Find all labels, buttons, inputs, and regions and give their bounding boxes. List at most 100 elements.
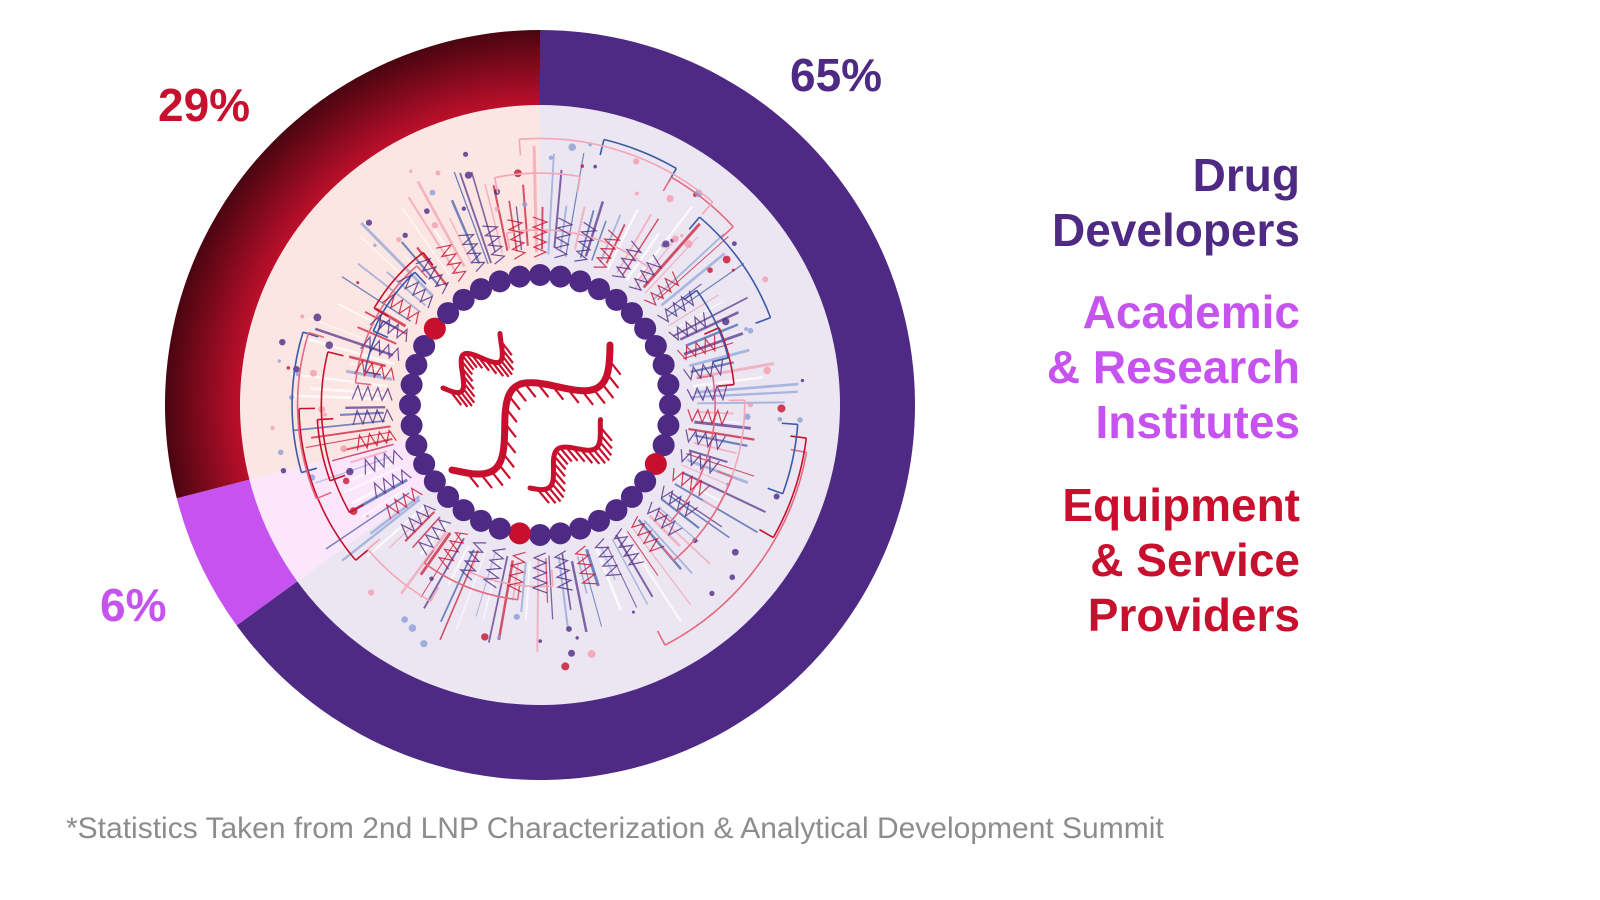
decorative-spike	[411, 516, 441, 549]
decorative-bracket-tick	[327, 351, 344, 357]
decorative-lipid-tail	[680, 449, 720, 475]
decorative-spike	[690, 390, 798, 399]
decorative-dot	[709, 590, 715, 597]
lipid-head-bead	[569, 517, 592, 540]
decorative-spike	[357, 326, 397, 345]
rna-base-pair	[462, 387, 476, 404]
data-label-drug-developers: 65%	[790, 49, 883, 101]
decorative-lipid-tail	[458, 233, 486, 273]
decorative-dot	[566, 626, 572, 632]
decorative-lipid-tail	[360, 335, 400, 361]
decorative-dot	[309, 369, 317, 377]
legend-entry-equipment-service-providers: Equipment & Service Providers	[1062, 478, 1300, 643]
decorative-dot	[580, 164, 585, 168]
decorative-bracket-tick	[469, 557, 477, 573]
decorative-dot	[497, 635, 502, 640]
decorative-bracket	[364, 320, 384, 372]
lipid-head-bead	[405, 434, 428, 457]
lipid-head-bead	[488, 517, 511, 540]
decorative-bracket-tick	[790, 435, 807, 439]
lipid-head-bead	[405, 353, 428, 376]
decorative-spike	[625, 232, 661, 282]
decorative-bracket	[296, 332, 318, 500]
decorative-dot	[300, 314, 305, 319]
decorative-spike	[685, 453, 755, 477]
lipid-head-bead	[529, 524, 551, 546]
lipid-head-bead	[437, 302, 460, 325]
decorative-lipid-tail	[660, 485, 698, 518]
decorative-dot	[401, 616, 408, 623]
lipid-head-bead	[423, 470, 446, 493]
decorative-bracket-tick	[701, 201, 714, 215]
decorative-bracket-tick	[704, 327, 720, 335]
decorative-spike	[611, 538, 649, 605]
decorative-spike	[341, 498, 421, 562]
decorative-lipid-tail	[553, 217, 574, 259]
decorative-spike	[697, 401, 785, 405]
rna-base-pair	[548, 487, 562, 503]
decorative-bracket-tick	[302, 331, 319, 338]
lipid-head-bead	[605, 499, 628, 522]
decorative-lipid-tail	[356, 428, 397, 451]
rna-base-pair	[559, 447, 573, 463]
decorative-lipid-tail	[685, 429, 726, 451]
decorative-dot	[346, 467, 354, 476]
nanoparticle-core	[418, 283, 662, 527]
decorative-bracket-tick	[702, 499, 718, 510]
decorative-lipid-tail	[482, 548, 506, 589]
lipid-head-bead	[413, 453, 436, 476]
decorative-lipid-tail	[369, 312, 408, 343]
decorative-dot	[420, 640, 428, 648]
decorative-spike	[525, 561, 531, 620]
decorative-dot	[340, 445, 348, 453]
decorative-spike	[532, 145, 539, 253]
decorative-dot	[773, 493, 780, 500]
decorative-bracket-tick	[781, 422, 798, 426]
legend-entry-drug-developers: Drug Developers	[1052, 148, 1300, 258]
decorative-dot	[635, 191, 639, 196]
decorative-spike	[350, 362, 392, 374]
decorative-bracket-tick	[301, 467, 318, 474]
decorative-dot	[744, 413, 751, 420]
decorative-bracket-tick	[599, 139, 605, 156]
decorative-dot	[513, 613, 520, 620]
decorative-spike	[672, 296, 748, 337]
decorative-lipid-tail	[382, 292, 420, 325]
decorative-lipid-tail	[364, 449, 404, 475]
decorative-lipid-tail	[417, 518, 452, 556]
decorative-lipid-tail	[672, 467, 711, 498]
decorative-dot	[777, 404, 786, 413]
decorative-lipid-tail	[507, 219, 527, 260]
decorative-spike	[369, 495, 421, 535]
decorative-spike	[622, 533, 682, 623]
decorative-spike	[553, 169, 563, 248]
decorative-dot	[575, 636, 579, 640]
decorative-spike	[692, 376, 764, 388]
decorative-spike	[343, 461, 396, 484]
rna-base-pair	[596, 445, 611, 462]
decorative-spike	[688, 348, 750, 368]
decorative-spike	[685, 323, 739, 347]
decorative-lipid-tail	[668, 312, 707, 342]
decorative-spike	[420, 522, 447, 556]
legend-line: & Research	[1046, 341, 1300, 393]
lipid-head-bead	[588, 509, 611, 532]
decorative-lipid-tail	[657, 290, 695, 323]
decorative-dot	[280, 467, 287, 474]
decorative-dot	[568, 143, 576, 151]
decorative-dot	[561, 662, 570, 671]
decorative-bracket-tick	[688, 216, 701, 230]
decorative-lipid-tail	[354, 359, 395, 381]
decorative-spike	[344, 466, 402, 494]
decorative-spike	[579, 210, 595, 258]
decorative-spike	[679, 311, 739, 341]
decorative-spike	[497, 560, 514, 641]
decorative-bracket-tick	[414, 271, 427, 285]
decorative-spike	[522, 184, 529, 246]
decorative-lipid-tail	[594, 537, 622, 577]
decorative-dot	[568, 649, 576, 657]
lipid-nanoparticle-illustration	[270, 137, 808, 671]
decorative-spike	[360, 236, 426, 298]
decorative-spike	[447, 545, 470, 586]
decorative-lipid-tail	[683, 359, 724, 382]
